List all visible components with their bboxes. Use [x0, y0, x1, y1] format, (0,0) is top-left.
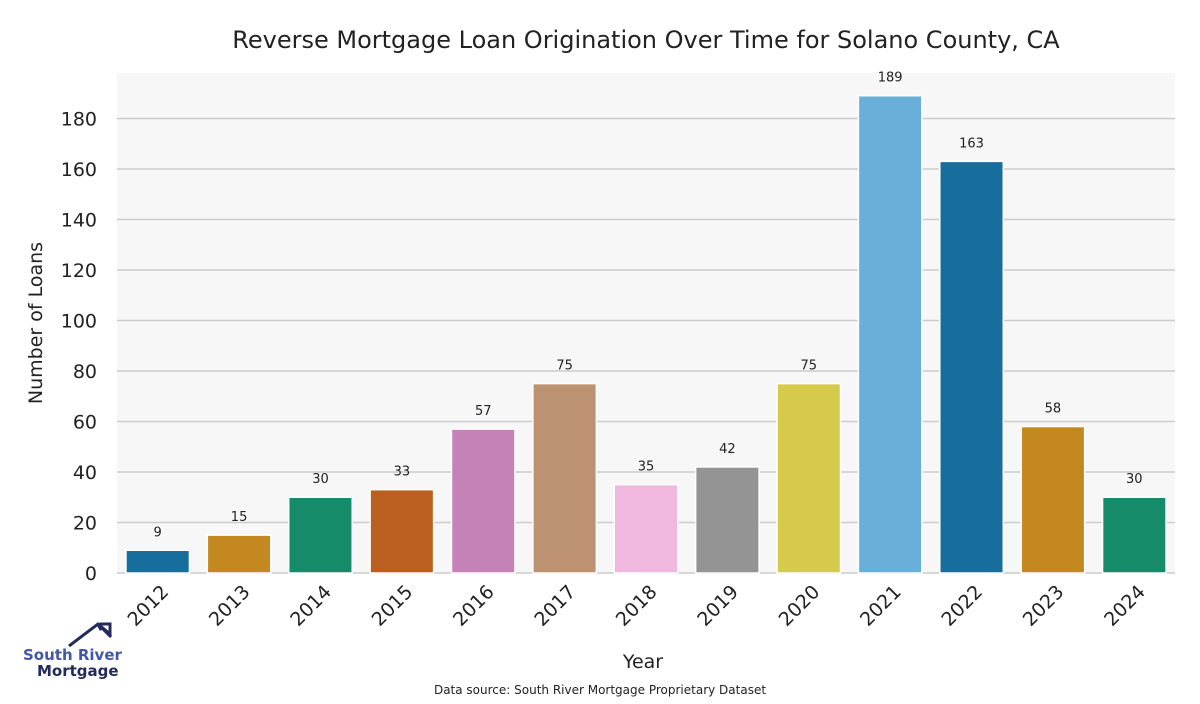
x-axis-label: Year	[622, 651, 663, 673]
y-tick-label: 40	[73, 462, 97, 484]
x-tick-label: 2024	[1100, 581, 1150, 631]
chart-title: Reverse Mortgage Loan Origination Over T…	[232, 26, 1060, 54]
x-tick-label: 2016	[449, 581, 499, 631]
bar-2020	[776, 382, 842, 574]
data-label: 75	[800, 359, 817, 374]
y-tick-label: 180	[61, 108, 97, 130]
y-tick-label: 100	[61, 310, 97, 332]
bar-2014	[287, 496, 353, 574]
x-tick-label: 2017	[530, 581, 580, 631]
bar-2013	[206, 534, 272, 574]
y-tick-label: 120	[61, 260, 97, 282]
x-tick-label: 2021	[856, 581, 906, 631]
x-tick-label: 2018	[612, 581, 662, 631]
data-label: 163	[959, 136, 984, 151]
logo-line1: South River	[23, 646, 123, 664]
bar-2019	[694, 466, 760, 574]
data-label: 30	[1126, 472, 1143, 487]
y-tick-label: 20	[73, 512, 97, 534]
bar-2018	[613, 483, 679, 574]
data-label: 15	[231, 510, 248, 525]
y-tick-label: 0	[85, 563, 97, 585]
bar-2012	[125, 549, 191, 574]
source-note: Data source: South River Mortgage Propri…	[434, 683, 766, 697]
data-label: 58	[1045, 402, 1062, 417]
bar-2021	[857, 94, 923, 574]
x-tick-label: 2023	[1019, 581, 1069, 631]
bar-2017	[532, 382, 598, 574]
bar-2022	[939, 160, 1005, 574]
data-label: 9	[154, 525, 162, 540]
x-tick-label: 2022	[937, 581, 987, 631]
x-tick-label: 2020	[775, 581, 825, 631]
data-label: 35	[638, 460, 655, 475]
bar-2024	[1101, 496, 1167, 574]
data-label: 30	[312, 472, 329, 487]
y-tick-label: 60	[73, 411, 97, 433]
x-tick-label: 2014	[286, 581, 336, 631]
data-label: 189	[878, 71, 903, 86]
data-label: 33	[394, 465, 411, 480]
south-river-mortgage-logo: South River Mortgage	[23, 622, 123, 680]
x-tick-label: 2012	[123, 581, 173, 631]
y-tick-label: 80	[73, 361, 97, 383]
logo-line2: Mortgage	[37, 662, 119, 680]
y-tick-label: 140	[61, 209, 97, 231]
bar-2016	[450, 428, 516, 574]
data-label: 57	[475, 404, 492, 419]
y-tick-label: 160	[61, 159, 97, 181]
x-tick-label: 2019	[693, 581, 743, 631]
data-label: 75	[556, 359, 573, 374]
y-axis-label: Number of Loans	[25, 242, 47, 404]
x-tick-label: 2013	[205, 581, 255, 631]
bar-2015	[369, 488, 435, 574]
x-tick-label: 2015	[368, 581, 418, 631]
data-label: 42	[719, 442, 736, 457]
house-roof-icon	[68, 622, 113, 648]
bar-2023	[1020, 425, 1086, 574]
